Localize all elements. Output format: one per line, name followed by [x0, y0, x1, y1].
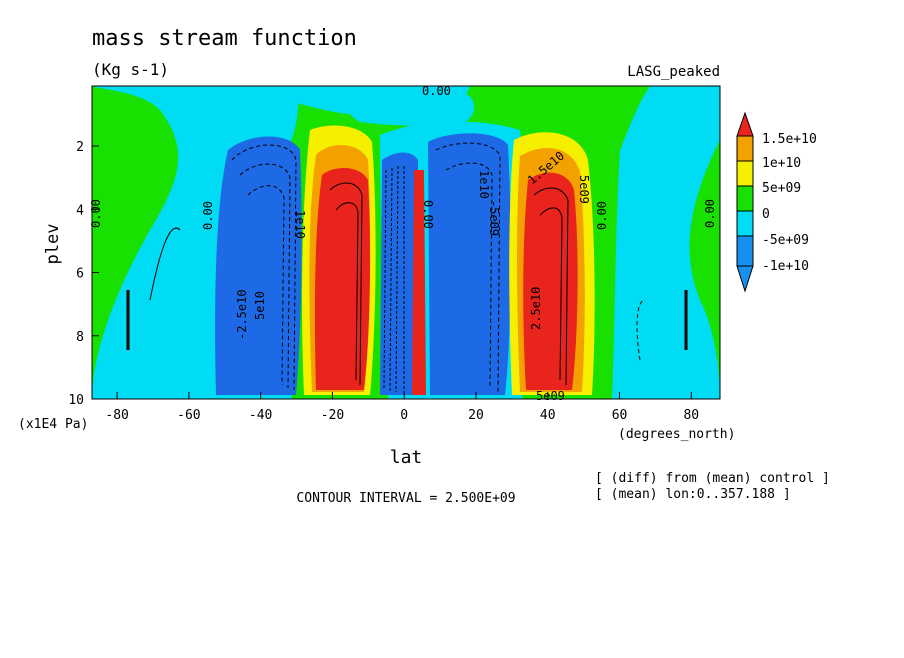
y-tick-label: 10 [68, 393, 84, 408]
contour-label: 5e09 [536, 389, 565, 403]
colorbar-label: 5e+09 [762, 181, 801, 196]
colorbar-label: -1e+10 [762, 259, 809, 274]
contour-label: -5e09 [487, 200, 501, 236]
x-axis-units: (degrees_north) [618, 427, 735, 442]
x-tick-label: -80 [105, 408, 128, 423]
y-axis-units: (x1E4 Pa) [18, 417, 88, 432]
units-label: (Kg s-1) [92, 60, 169, 79]
blue-cell-north [428, 133, 511, 395]
contour-label: 0.00 [703, 199, 717, 228]
x-tick-label: 80 [683, 408, 699, 423]
y-axis: 2 4 6 8 10 [68, 140, 99, 408]
y-tick-label: 8 [76, 330, 84, 345]
contour-label: 0.00 [201, 201, 215, 230]
contour-interval: CONTOUR INTERVAL = 2.500E+09 [296, 491, 515, 506]
y-tick-label: 2 [76, 140, 84, 155]
colorbar-label: -5e+09 [762, 233, 809, 248]
contour-label: 1e10 [477, 170, 491, 199]
y-tick-label: 4 [76, 203, 84, 218]
contour-label: 1e10 [293, 210, 307, 239]
red-cell-north [523, 172, 578, 390]
contour-label: -2.5e10 [235, 289, 249, 340]
contour-label: 0.00 [422, 84, 451, 98]
y-axis-label: plev [43, 224, 63, 265]
plot-frame [91, 85, 721, 400]
colorbar-bin [736, 235, 754, 267]
x-tick-label: -60 [177, 408, 200, 423]
contour-label-group: 0.00 0.00 0.00 0.00 0.00 0.00 -2.5e10 5e… [89, 84, 717, 403]
contour-label: 0.00 [421, 200, 435, 229]
chart-title: mass stream function [92, 26, 357, 51]
x-tick-label: -40 [249, 408, 272, 423]
colorbar-bin [736, 135, 754, 162]
cyan-north [612, 86, 720, 399]
colorbar-label: 1.5e+10 [762, 132, 817, 147]
x-axis: -80 -60 -40 -20 0 20 40 60 80 [105, 392, 699, 423]
colorbar-top-arrow [736, 111, 754, 137]
contour-label: 0.00 [595, 201, 609, 230]
colorbar-label: 0 [762, 207, 770, 222]
y-tick-label: 6 [76, 267, 84, 282]
colorbar-bin [736, 210, 754, 237]
cyan-top-strip [280, 86, 470, 118]
contour-lines [126, 142, 688, 393]
x-axis-label: lat [390, 447, 423, 468]
contour-label: 0.00 [89, 199, 103, 228]
colorbar-label: 1e+10 [762, 156, 801, 171]
blue-cell-equator [380, 152, 418, 395]
note-line: [ (mean) lon:0..357.188 ] [595, 487, 791, 502]
contour-label: 5e09 [577, 175, 591, 204]
colorbar: 1.5e+10 1e+10 5e+09 0 -5e+09 -1e+10 [736, 111, 817, 293]
x-tick-label: 20 [468, 408, 484, 423]
colorbar-bin [736, 160, 754, 187]
contour-label: 2.5e10 [529, 287, 543, 330]
red-cell-equator [412, 170, 426, 395]
colorbar-bin [736, 185, 754, 212]
blue-cell-south [215, 136, 302, 395]
x-tick-label: 40 [540, 408, 556, 423]
x-tick-label: 0 [400, 408, 408, 423]
plot-area [92, 86, 720, 399]
x-tick-label: -20 [321, 408, 344, 423]
colorbar-bottom-arrow [736, 265, 754, 293]
experiment-label: LASG_peaked [627, 64, 720, 80]
note-line: [ (diff) from (mean) control ] [595, 471, 830, 486]
x-tick-label: 60 [612, 408, 628, 423]
contour-label: 5e10 [253, 291, 267, 320]
